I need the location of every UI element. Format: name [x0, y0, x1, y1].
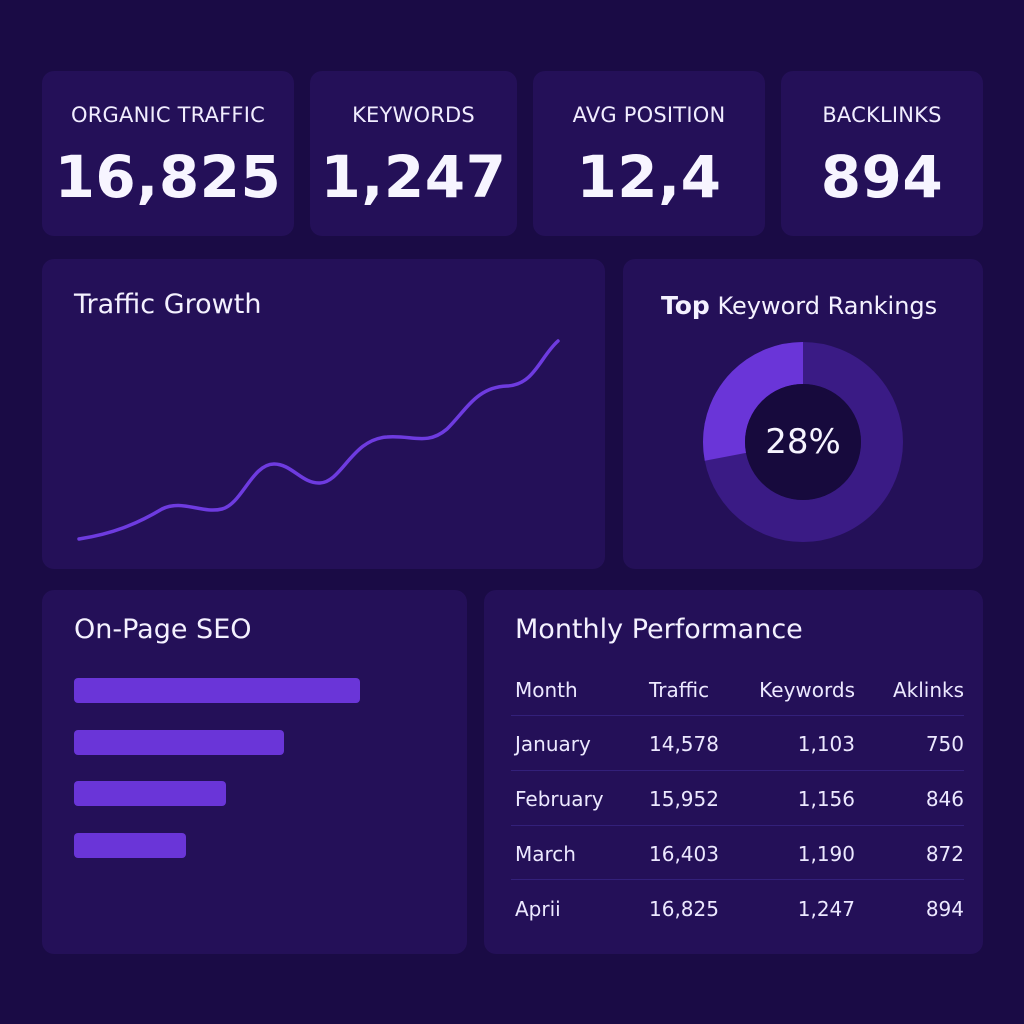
donut-percent-label: 28%	[765, 422, 841, 462]
table-divider	[511, 770, 964, 771]
donut-segment	[703, 342, 903, 542]
traffic-growth-chart	[77, 339, 560, 541]
traffic-growth-title: Traffic Growth	[74, 289, 262, 320]
table-divider	[511, 715, 964, 716]
seo-bar	[74, 781, 226, 806]
kpi-card-backlinks: BACKLINKS 894	[781, 71, 983, 236]
kpi-value: 12,4	[576, 143, 722, 211]
table-divider	[511, 825, 964, 826]
monthly-performance-card: Monthly Performance Month Traffic Keywor…	[484, 590, 983, 954]
donut-center	[745, 384, 861, 500]
cell-month: March	[515, 842, 576, 866]
kpi-label: AVG POSITION	[572, 103, 726, 127]
column-header-traffic: Traffic	[649, 678, 710, 702]
kpi-value: 16,825	[54, 143, 282, 211]
cell-month: January	[515, 732, 591, 756]
cell-traffic: 16,825	[649, 897, 719, 921]
keyword-rankings-title-strong: Top	[661, 291, 710, 320]
cell-traffic: 16,403	[649, 842, 719, 866]
traffic-growth-card: Traffic Growth	[42, 259, 605, 569]
cell-aklinks: 872	[925, 842, 964, 866]
cell-keywords: 1,156	[797, 787, 855, 811]
seo-bar	[74, 678, 360, 703]
kpi-card-organic-traffic: ORGANIC TRAFFIC 16,825	[42, 71, 294, 236]
cell-aklinks: 846	[925, 787, 964, 811]
cell-aklinks: 894	[925, 897, 964, 921]
cell-aklinks: 750	[925, 732, 964, 756]
keyword-rankings-card: Top Keyword Rankings 28%	[623, 259, 983, 569]
cell-keywords: 1,103	[797, 732, 855, 756]
kpi-value: 894	[820, 143, 944, 211]
column-header-month: Month	[515, 678, 578, 702]
keyword-rankings-donut	[703, 342, 903, 542]
kpi-label: KEYWORDS	[352, 103, 475, 127]
keyword-rankings-title: Top Keyword Rankings	[661, 291, 937, 320]
seo-bar	[74, 730, 284, 755]
keyword-rankings-title-rest: Keyword Rankings	[717, 292, 938, 320]
kpi-card-keywords: KEYWORDS 1,247	[310, 71, 517, 236]
traffic-growth-line	[77, 339, 560, 541]
kpi-card-avg-position: AVG POSITION 12,4	[533, 71, 765, 236]
cell-month: February	[515, 787, 604, 811]
cell-month: Aprii	[515, 897, 561, 921]
cell-traffic: 14,578	[649, 732, 719, 756]
seo-bar	[74, 833, 186, 858]
cell-traffic: 15,952	[649, 787, 719, 811]
kpi-label: BACKLINKS	[822, 103, 942, 127]
column-header-aklinks: Aklinks	[892, 678, 964, 702]
kpi-label: ORGANIC TRAFFIC	[71, 103, 265, 127]
kpi-value: 1,247	[320, 143, 507, 211]
on-page-seo-card: On-Page SEO	[42, 590, 467, 954]
on-page-seo-title: On-Page SEO	[74, 614, 252, 645]
column-header-keywords: Keywords	[759, 678, 855, 702]
table-divider	[511, 879, 964, 880]
cell-keywords: 1,247	[797, 897, 855, 921]
cell-keywords: 1,190	[797, 842, 855, 866]
monthly-performance-title: Monthly Performance	[515, 614, 803, 645]
